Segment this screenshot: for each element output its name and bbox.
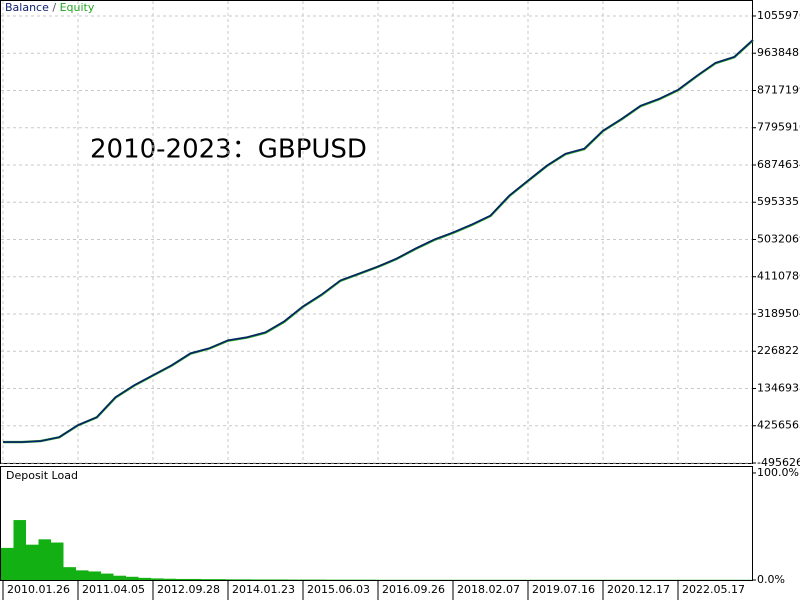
y-tick-label: 4256563 [757,419,800,432]
y-tick-label: 0.0% [757,573,785,586]
legend: Balance / Equity [5,1,95,14]
bar [263,579,276,580]
bar [188,578,201,580]
sub-frame [0,466,753,581]
x-tick-label: 2018.02.07 [457,583,520,596]
bar [76,570,89,580]
bar [126,576,139,580]
bar [276,579,289,580]
bar [101,573,114,580]
y-tick-label: 4110786 [757,270,800,283]
bar [13,520,26,580]
x-tick-label: 2020.12.17 [607,583,670,596]
y-tick-label: 5032069 [757,232,800,245]
y-tick-label: 5953351 [757,195,800,208]
x-tick-label: 2010.01.26 [7,583,70,596]
x-tick-label: 2014.01.23 [232,583,295,596]
bar [238,579,251,580]
bar [226,579,239,580]
y-tick-label: 100.0% [757,466,799,479]
y-tick-label: 9638481 [757,46,800,59]
bar [201,579,214,580]
legend-entry: Equity [60,1,95,14]
bar [26,544,39,580]
x-tick-label: 2019.07.16 [532,583,595,596]
y-tick-label: 6874634 [757,158,800,171]
y-tick-label: 3189504 [757,307,800,320]
legend-entry: Balance [5,1,49,14]
subchart-title: Deposit Load [6,469,78,482]
bar [1,547,14,580]
series-line [3,39,754,443]
y-tick-label: -495626 [757,456,800,469]
bar [176,578,189,580]
x-tick-label: 2011.04.05 [82,583,145,596]
bar [163,578,176,580]
y-tick-label: 1055976 [757,9,800,22]
bar [63,567,76,580]
bar [88,571,101,580]
x-tick-label: 2016.09.26 [382,583,445,596]
x-tick-label: 2015.06.03 [307,583,370,596]
main-frame [0,0,753,464]
y-tick-label: 1346938 [757,381,800,394]
legend-separator: / [52,1,56,14]
x-tick-label: 2022.05.17 [682,583,745,596]
bar [113,575,126,580]
bar [251,579,264,580]
bar [151,578,164,580]
bar [51,542,64,580]
bar [38,539,51,580]
bar [138,577,151,580]
bar [213,579,226,580]
y-tick-label: 8717199 [757,83,800,96]
x-tick-label: 2012.09.28 [157,583,220,596]
